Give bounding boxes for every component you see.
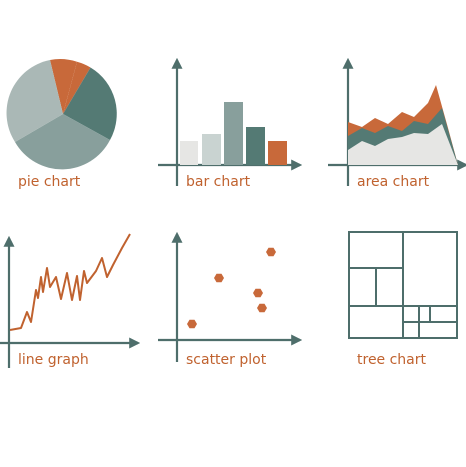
bar-chart-label: bar chart	[186, 174, 251, 190]
pie-chart-icon	[6, 59, 117, 170]
bar-chart-icon	[158, 57, 303, 186]
scatter-plot-label: scatter plot	[186, 352, 267, 368]
tree-chart-label: tree chart	[357, 352, 427, 368]
tree-chart-icon	[348, 231, 458, 339]
pie-chart-label: pie chart	[18, 174, 81, 190]
area-chart-label: area chart	[357, 174, 430, 190]
area-chart-icon	[328, 57, 466, 186]
line-graph-label: line graph	[18, 352, 89, 368]
scatter-plot-icon	[158, 231, 303, 362]
line-graph-icon	[0, 233, 141, 368]
